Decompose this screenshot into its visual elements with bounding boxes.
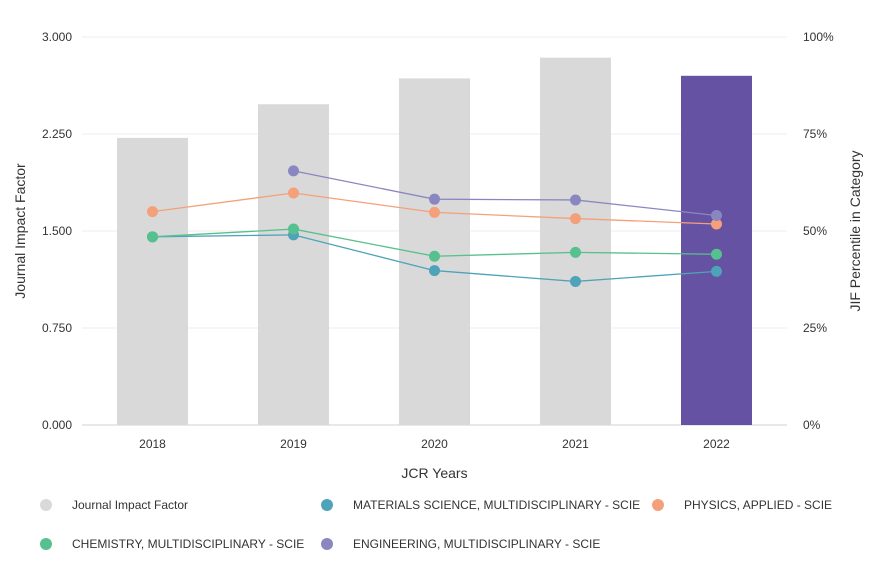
series-point-2 [570,246,581,258]
y-right-tick-label: 100% [803,30,834,44]
x-tick-label: 2022 [703,437,730,451]
x-tick-label: 2019 [280,437,307,451]
y-right-axis-title: JIF Percentile in Category [847,150,863,311]
series-point-3 [711,209,722,221]
series-point-2 [288,223,299,235]
x-tick-label: 2018 [139,437,166,451]
series-point-2 [711,248,722,260]
y-right-tick-label: 75% [803,127,827,141]
series-point-3 [288,165,299,177]
legend-label: MATERIALS SCIENCE, MULTIDISCIPLINARY - S… [353,498,641,512]
y-left-tick-label: 3.000 [42,30,72,44]
series-point-2 [147,231,158,243]
legend-label: CHEMISTRY, MULTIDISCIPLINARY - SCIE [72,537,305,551]
series-point-3 [429,193,440,205]
legend-label: ENGINEERING, MULTIDISCIPLINARY - SCIE [353,537,601,551]
y-left-tick-label: 2.250 [42,127,72,141]
x-tick-label: 2020 [421,437,448,451]
legend-marker [321,538,333,550]
series-line-3 [293,170,717,217]
legend-marker [40,499,52,511]
series-point-1 [429,206,440,218]
series-point-1 [147,206,158,218]
series-point-3 [570,194,581,206]
y-right-tick-label: 0% [803,418,821,432]
chart-area: 0.000 0.750 1.500 2.250 3.000 0% 25% 50% 75% 100%… [12,30,863,481]
bar-2018 [117,137,188,425]
legend-item-chemistry[interactable]: CHEMISTRY, MULTIDISCIPLINARY - SCIE [40,537,304,551]
x-tick-label: 2021 [562,437,589,451]
y-right-tick-label: 25% [803,321,827,335]
series-point-1 [570,213,581,225]
y-left-tick-label: 1.500 [42,224,72,238]
legend: Journal Impact Factor MATERIALS SCIENCE,… [40,490,870,560]
bar-2019 [258,104,329,426]
y-left-tick-label: 0.750 [42,321,72,335]
legend-item-engineering[interactable]: ENGINEERING, MULTIDISCIPLINARY - SCIE [321,537,600,551]
series-point-0 [570,275,581,287]
legend-item-physics-applied[interactable]: PHYSICS, APPLIED - SCIE [652,498,832,512]
legend-item-materials-science[interactable]: MATERIALS SCIENCE, MULTIDISCIPLINARY - S… [321,498,640,512]
legend-marker [321,499,333,511]
legend-marker [652,499,664,511]
series-point-0 [429,265,440,277]
series-point-1 [711,218,722,230]
series-point-0 [711,265,722,277]
x-axis-title: JCR Years [401,465,467,481]
series-point-2 [429,250,440,262]
bar-2021 [540,57,611,426]
legend-marker [40,538,52,550]
y-left-axis-title: Journal Impact Factor [12,163,28,299]
series-point-1 [288,187,299,199]
y-right-tick-label: 50% [803,224,827,238]
legend-label: PHYSICS, APPLIED - SCIE [684,498,833,512]
legend-label: Journal Impact Factor [72,498,189,512]
y-left-tick-label: 0.000 [42,418,72,432]
legend-item-journal-impact-factor[interactable]: Journal Impact Factor [40,498,188,512]
